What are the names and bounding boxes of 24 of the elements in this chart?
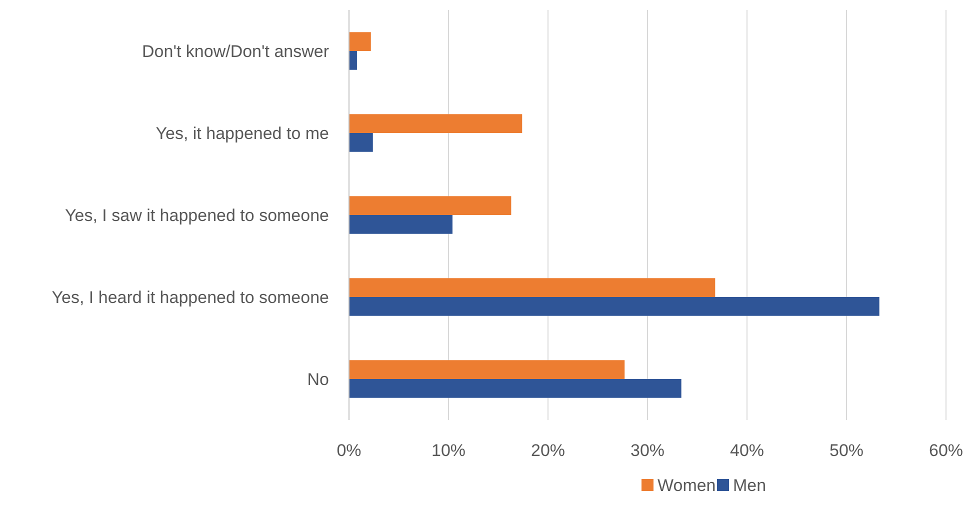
bar (349, 51, 357, 70)
legend-label: Women (658, 476, 716, 495)
bar (349, 379, 682, 398)
y-tick-label: Yes, I saw it happened to someone (65, 206, 329, 225)
x-tick-label: 40% (730, 441, 764, 460)
y-tick-label: Don't know/Don't answer (142, 42, 330, 61)
bar (349, 278, 716, 297)
bar (349, 196, 512, 215)
y-tick-label: Yes, it happened to me (156, 124, 329, 143)
bar (349, 133, 373, 152)
y-tick-label: Yes, I heard it happened to someone (52, 288, 329, 307)
bar (349, 297, 880, 316)
legend-label: Men (733, 476, 766, 495)
x-tick-label: 0% (336, 441, 362, 460)
y-tick-label: No (307, 370, 329, 389)
x-tick-label: 10% (431, 441, 466, 460)
bar (349, 32, 371, 51)
x-tick-label: 30% (630, 441, 665, 460)
x-tick-label: 20% (530, 441, 566, 460)
x-tick-label: 50% (829, 441, 864, 460)
x-tick-label: 60% (928, 441, 964, 460)
bar (349, 215, 452, 234)
bar (349, 114, 522, 133)
bar (349, 360, 625, 379)
